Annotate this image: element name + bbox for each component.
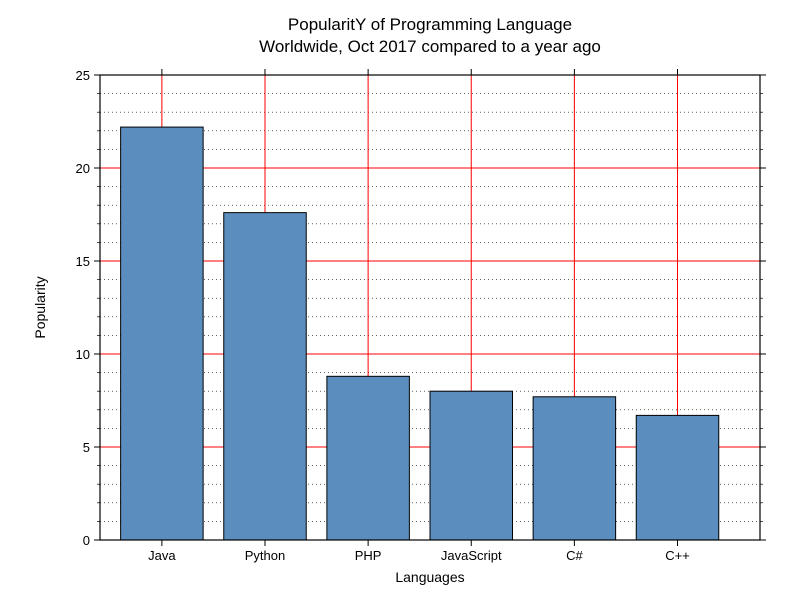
bar <box>430 391 513 540</box>
y-tick-label: 15 <box>76 254 90 269</box>
y-axis-label: Popularity <box>32 276 48 338</box>
x-tick-label: C++ <box>665 548 690 563</box>
y-tick-label: 5 <box>83 440 90 455</box>
x-tick-label: PHP <box>355 548 382 563</box>
bar <box>636 415 719 540</box>
y-tick-label: 0 <box>83 533 90 548</box>
x-tick-label: JavaScript <box>441 548 502 563</box>
bar <box>533 397 616 540</box>
y-tick-label: 25 <box>76 68 90 83</box>
chart-container: 0 5 10 15 20 25 Java Python PHP JavaScript C# C++ La… <box>0 0 800 600</box>
chart-title-line1: PopularitY of Programming Language <box>288 15 572 34</box>
y-tick-label: 10 <box>76 347 90 362</box>
bar <box>327 376 410 540</box>
x-axis-label: Languages <box>395 569 464 585</box>
x-tick-label: Python <box>245 548 285 563</box>
y-tick-label: 20 <box>76 161 90 176</box>
bar <box>224 213 307 540</box>
x-tick-label: Java <box>148 548 176 563</box>
x-tick-label: C# <box>566 548 583 563</box>
chart-title-line2: Worldwide, Oct 2017 compared to a year a… <box>259 37 601 56</box>
bar <box>121 127 204 540</box>
bar-chart: 0 5 10 15 20 25 Java Python PHP JavaScript C# C++ La… <box>0 0 800 600</box>
